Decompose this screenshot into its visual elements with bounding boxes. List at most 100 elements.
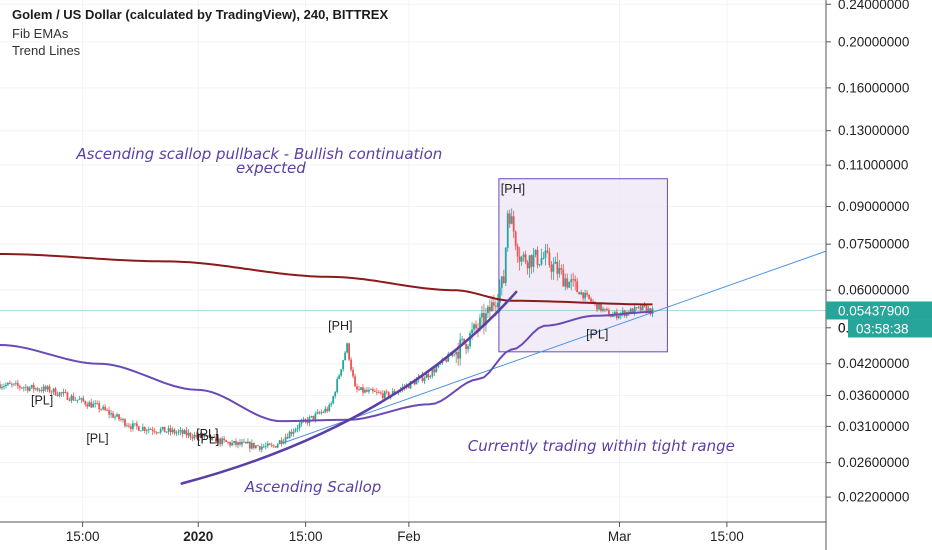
consolidation-range-box	[498, 178, 668, 353]
candle-body	[568, 282, 571, 288]
bar-countdown: 03:58:38	[856, 321, 909, 336]
candle-body	[16, 383, 19, 386]
candle-body	[609, 316, 612, 318]
candle-body	[532, 254, 535, 267]
candle-body	[52, 388, 55, 392]
candle-body	[354, 376, 356, 387]
candle-body	[245, 441, 247, 444]
candle-body	[485, 313, 487, 326]
candle-body	[66, 392, 69, 400]
range-note: Currently trading within tight range	[468, 437, 735, 455]
candle-body	[451, 353, 454, 356]
candle-body	[217, 438, 220, 444]
candle-body	[641, 305, 644, 310]
price-tick-label: 0.04200000	[838, 356, 909, 371]
candle-body	[483, 312, 485, 326]
candle-body	[153, 431, 156, 433]
candle-body	[7, 382, 9, 385]
candle-body	[106, 409, 109, 411]
candle-body	[177, 431, 180, 433]
candle-body	[518, 256, 521, 262]
time-axis[interactable]: 15:00 2020 15:00 Feb Mar 15:00	[66, 522, 744, 544]
candle-body	[298, 423, 301, 429]
candle-body	[332, 396, 335, 404]
candle-body	[508, 213, 511, 224]
indicator-trend-lines[interactable]: Trend Lines	[12, 43, 81, 58]
candle-body	[126, 425, 128, 427]
candle-body	[114, 416, 116, 418]
candle-body	[433, 369, 436, 373]
time-tick-label: Mar	[608, 529, 632, 544]
candle-body	[322, 412, 325, 414]
candle-body	[205, 435, 208, 437]
candle-body	[40, 390, 43, 392]
indicator-fib-emas[interactable]: Fib EMAs	[12, 26, 69, 41]
candle-body	[122, 419, 124, 420]
candle-body	[32, 384, 35, 390]
candle-body	[566, 278, 569, 288]
candle-body	[171, 429, 174, 433]
candle-body	[373, 391, 376, 392]
candle-body	[173, 429, 176, 434]
candle-body	[645, 305, 648, 313]
candle-body	[639, 306, 642, 310]
candle-body	[435, 366, 438, 373]
candle-body	[96, 403, 99, 404]
candle-body	[490, 302, 493, 312]
candle-body	[42, 386, 45, 392]
candle-body	[250, 442, 253, 449]
candle-body	[393, 391, 396, 394]
ema-fast-line	[0, 310, 653, 423]
candle-body	[147, 429, 150, 431]
candle-body	[356, 386, 358, 390]
candle-body	[602, 308, 604, 311]
candle-body	[56, 395, 59, 396]
candle-body	[34, 388, 37, 390]
candle-body	[241, 441, 243, 445]
candle-body	[514, 231, 517, 247]
pivot-label: [PH]	[501, 182, 525, 196]
candle-body	[94, 403, 97, 404]
candle-body	[235, 440, 237, 445]
candle-body	[145, 430, 148, 432]
candle-body	[590, 298, 592, 302]
candle-body	[375, 391, 378, 393]
candle-body	[360, 387, 362, 390]
candle-body	[60, 392, 63, 394]
candle-body	[100, 409, 103, 411]
candle-body	[534, 249, 537, 255]
candle-body	[617, 315, 620, 318]
candle-body	[149, 429, 152, 431]
candle-body	[383, 391, 386, 399]
candle-body	[429, 376, 432, 378]
price-tick-label: 0.02600000	[838, 455, 909, 470]
candle-body	[447, 353, 450, 362]
candle-body	[492, 302, 495, 306]
candle-body	[50, 391, 53, 393]
pivot-labels: [PH][PH][PL][PL] [PL][PL][PL]	[31, 182, 608, 446]
candle-body	[231, 442, 233, 446]
candle-body	[183, 430, 186, 434]
candle-body	[175, 432, 178, 434]
candle-body	[413, 381, 416, 385]
time-tick-label: 15:00	[710, 529, 744, 544]
candle-body	[116, 414, 118, 417]
candle-body	[608, 310, 610, 317]
candle-body	[611, 314, 614, 318]
candle-body	[348, 343, 350, 360]
price-axis[interactable]: 0.24000000 0.20000000 0.16000000 0.13000000…	[0, 0, 909, 550]
candle-body	[110, 413, 112, 415]
candle-body	[288, 431, 291, 439]
candle-body	[181, 430, 184, 434]
candle-body	[157, 432, 160, 434]
candle-body	[560, 268, 563, 270]
price-tick-label: 0.09000000	[838, 199, 909, 214]
candle-body	[112, 413, 114, 418]
candle-body	[5, 384, 7, 387]
candle-body	[54, 388, 57, 396]
candle-body	[453, 353, 456, 355]
candle-body	[647, 308, 650, 313]
candlestick-series	[0, 208, 654, 453]
candle-body	[12, 383, 15, 385]
